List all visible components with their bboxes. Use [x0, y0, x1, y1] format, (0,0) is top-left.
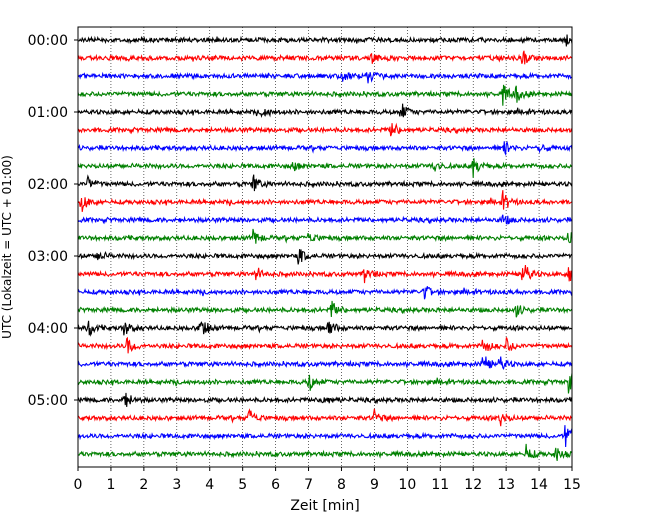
trace-05-00: [77, 392, 573, 407]
seismogram-traces: [77, 34, 573, 461]
trace-03-15: [77, 265, 573, 284]
x-tick-label: 11: [431, 477, 449, 493]
trace-03-30: [77, 286, 573, 300]
trace-04-45: [77, 373, 573, 394]
x-tick-label: 1: [106, 477, 115, 493]
trace-02-30: [77, 214, 573, 225]
y-tick-label: 01:00: [28, 105, 68, 121]
trace-04-15: [77, 336, 573, 354]
x-tick-label: 7: [304, 477, 313, 493]
x-axis-ticks: 0 1 2 3 4 5 6 7 8 9 10 11 12 13 14 15: [74, 467, 581, 493]
trace-04-30: [77, 356, 573, 370]
y-axis-label: UTC (Lokalzeit = UTC + 01:00): [0, 155, 14, 339]
trace-05-30: [77, 425, 573, 448]
trace-01-15: [77, 122, 573, 137]
y-tick-label: 05:00: [28, 393, 68, 409]
x-tick-label: 10: [398, 477, 416, 493]
y-tick-label: 02:00: [28, 177, 68, 193]
x-tick-label: 14: [530, 477, 548, 493]
x-tick-label: 4: [205, 477, 214, 493]
x-tick-label: 9: [370, 477, 379, 493]
trace-05-15: [77, 408, 573, 427]
x-axis-label: Zeit [min]: [290, 498, 359, 514]
grid-lines: [110, 27, 540, 467]
y-tick-label: 00:00: [28, 33, 68, 49]
x-tick-label: 3: [172, 477, 181, 493]
x-tick-label: 8: [337, 477, 346, 493]
trace-02-45: [77, 228, 573, 244]
trace-02-15: [77, 190, 573, 212]
trace-03-45: [77, 300, 573, 318]
x-tick-label: 2: [139, 477, 148, 493]
trace-02-00: [77, 174, 573, 192]
x-tick-label: 0: [74, 477, 83, 493]
trace-04-00: [77, 320, 573, 337]
trace-00-30: [77, 71, 573, 84]
trace-00-45: [77, 84, 573, 106]
trace-00-00: [77, 34, 573, 47]
x-tick-label: 6: [271, 477, 280, 493]
trace-05-45: [77, 443, 573, 461]
y-axis-ticks: 00:00 01:00 02:00 03:00 04:00 05:00: [28, 33, 78, 409]
trace-01-00: [77, 103, 573, 119]
x-tick-label: 5: [238, 477, 247, 493]
plot-frame: [77, 26, 573, 468]
trace-01-30: [77, 140, 573, 157]
y-tick-label: 03:00: [28, 249, 68, 265]
trace-01-45: [77, 158, 573, 178]
y-tick-label: 04:00: [28, 321, 68, 337]
x-tick-label: 13: [497, 477, 515, 493]
trace-00-15: [77, 50, 573, 65]
trace-03-00: [77, 249, 573, 265]
x-tick-label: 15: [563, 477, 581, 493]
x-tick-label: 12: [464, 477, 482, 493]
